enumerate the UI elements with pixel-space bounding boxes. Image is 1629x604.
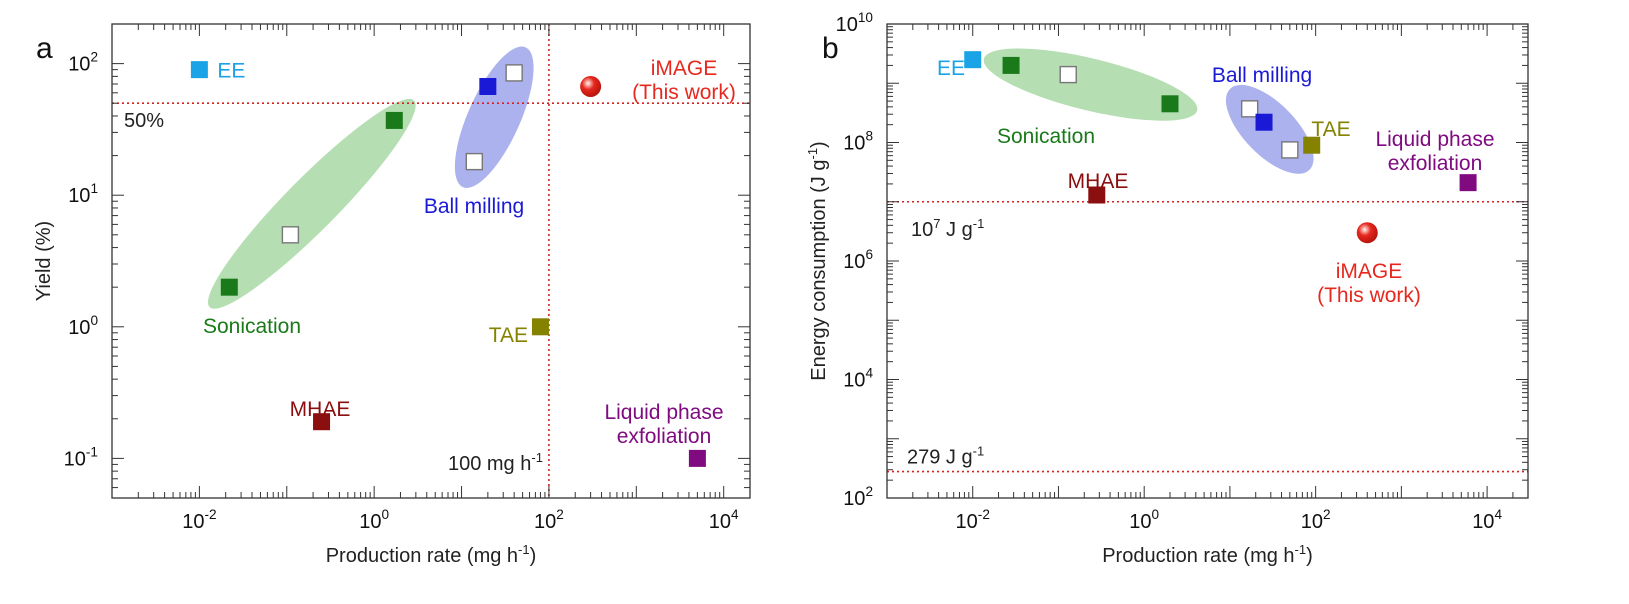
series-label: EE [217, 60, 245, 83]
panel-a-letter: a [36, 32, 53, 65]
reference-label-279: 279 J g-1 [907, 444, 984, 469]
marker-square [479, 78, 497, 95]
series-label: Sonication [997, 125, 1095, 148]
marker-square [1459, 174, 1477, 192]
marker-square [220, 278, 238, 296]
marker-hollow-square [1240, 100, 1259, 118]
marker-hollow-square [465, 152, 484, 171]
chart-panel-a: 10-2 100 102 104 10-1 100 101 102 Production rat… [33, 23, 751, 567]
marker-square [688, 449, 706, 467]
x-tick-label: 10-2 [182, 507, 216, 533]
plot-frame [111, 23, 751, 499]
y-tick-label: 10-1 [64, 444, 98, 470]
series-label: (This work) [632, 81, 736, 104]
series-label: exfoliation [617, 425, 712, 448]
y-tick-label: 102 [843, 484, 873, 510]
marker-hollow-square [281, 226, 300, 244]
reference-label-50: 50% [124, 110, 164, 132]
series-label: TAE [489, 324, 528, 347]
series-label: iMAGE [651, 57, 718, 80]
marker-square [1255, 113, 1273, 131]
x-tick-label: 104 [1472, 507, 1502, 533]
series-label: iMAGE [1336, 260, 1403, 283]
series-label: EE [937, 57, 965, 80]
y-tick-label: 101 [68, 181, 98, 207]
ball-milling-region [454, 46, 534, 188]
x-tick-label: 100 [359, 507, 389, 533]
marker-square [531, 318, 549, 336]
series-label: Liquid phase [604, 401, 723, 424]
y-tick-label: 1010 [836, 10, 874, 36]
plot-frame [886, 23, 1529, 499]
series-label: (This work) [1317, 284, 1421, 307]
y-tick-label: 108 [843, 129, 873, 155]
marker-square [1303, 136, 1321, 154]
series-label: Ball milling [1212, 64, 1312, 87]
y-tick-label: 102 [68, 50, 98, 76]
sonication-region [983, 48, 1198, 121]
marker-square [1161, 95, 1179, 113]
x-tick-label: 102 [1301, 507, 1331, 533]
y-axis-title: Yield (%) [33, 221, 55, 301]
marker-square [964, 51, 982, 69]
series-label: Ball milling [424, 195, 524, 218]
x-tick-label: 102 [534, 507, 564, 533]
y-axis-title: Energy consumption (J g-1) [805, 141, 830, 380]
marker-hollow-square [1281, 141, 1299, 159]
marker-square [190, 61, 208, 79]
x-axis-title: Production rate (mg h-1) [326, 542, 537, 567]
x-tick-label: 10-2 [956, 507, 990, 533]
x-tick-label: 104 [709, 507, 739, 533]
series-label: TAE [1311, 118, 1350, 141]
x-axis-title: Production rate (mg h-1) [1102, 542, 1313, 567]
sonication-region [207, 98, 416, 309]
y-tick-label: 104 [843, 366, 873, 392]
series-label: exfoliation [1388, 152, 1483, 175]
marker-square [313, 413, 331, 431]
series-label: Liquid phase [1375, 128, 1494, 151]
marker-hollow-square [1059, 65, 1077, 84]
x-tick-label: 100 [1129, 507, 1159, 533]
chart-panel-b: 10-2 100 102 104 102 104 106 108 1010 Production … [805, 10, 1529, 567]
marker-circle [1356, 222, 1378, 244]
reference-label-1e7: 107 J g-1 [911, 216, 984, 241]
y-tick-label: 106 [843, 247, 873, 273]
reference-label-100mg: 100 mg h-1 [448, 450, 543, 475]
series-label: Sonication [203, 315, 301, 338]
panel-b-letter: b [822, 32, 839, 65]
y-tick-label: 100 [68, 313, 98, 339]
marker-circle [580, 76, 602, 97]
marker-hollow-square [505, 64, 523, 82]
marker-square [1002, 56, 1020, 74]
series-label: MHAE [290, 398, 351, 421]
marker-square [385, 111, 403, 129]
series-label: MHAE [1068, 170, 1129, 193]
marker-square [1088, 186, 1106, 204]
